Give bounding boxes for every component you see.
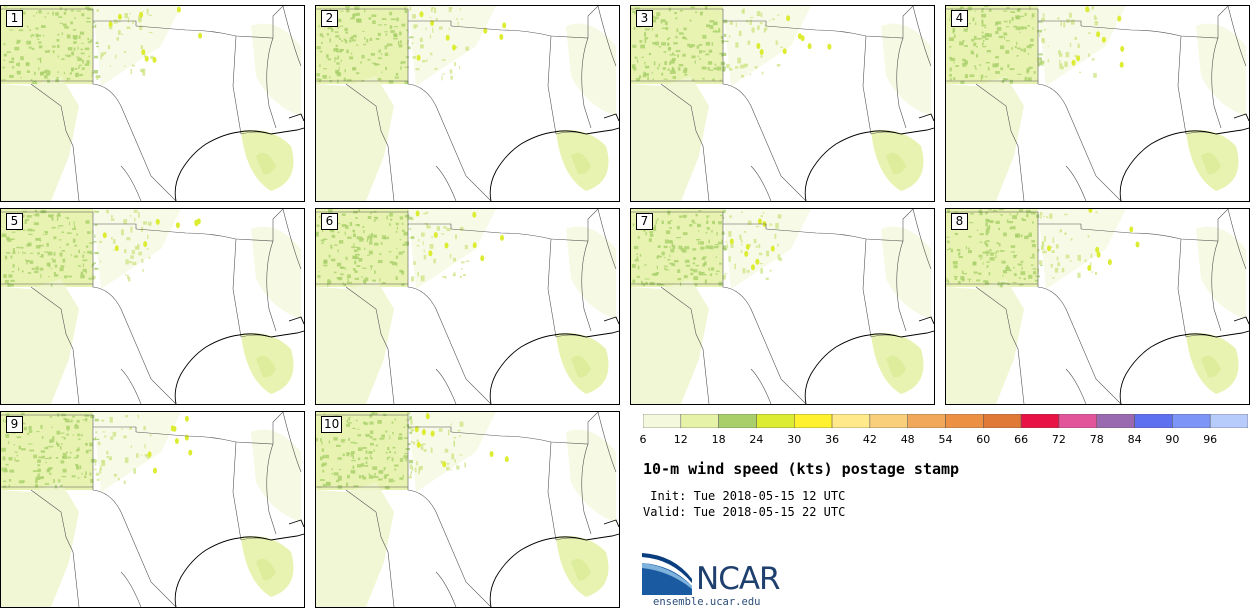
colorbar-swatch: [756, 414, 795, 428]
ensemble-member-panel[interactable]: 3: [630, 5, 935, 202]
colorbar-swatch: [1096, 414, 1135, 428]
valid-value: Tue 2018-05-15 22 UTC: [693, 505, 846, 519]
page-title: 10-m wind speed (kts) postage stamp: [643, 460, 960, 478]
valid-time: Valid: Tue 2018-05-15 22 UTC: [643, 505, 845, 519]
valid-label: Valid:: [643, 505, 687, 519]
ensemble-member-panel[interactable]: 7: [630, 208, 935, 405]
wind-speed-map: [946, 6, 1249, 201]
wind-speed-map: [316, 412, 619, 607]
ensemble-member-panel[interactable]: 1: [0, 5, 305, 202]
ensemble-member-panel[interactable]: 4: [945, 5, 1250, 202]
colorbar-swatch: [1172, 414, 1211, 428]
wind-speed-map: [316, 209, 619, 404]
colorbar-tick-label: 12: [673, 433, 688, 446]
wind-speed-map: [1, 412, 304, 607]
ncar-url[interactable]: ensemble.ucar.edu: [653, 596, 761, 608]
colorbar-tick-label: 90: [1165, 433, 1180, 446]
wind-speed-map: [1, 209, 304, 404]
colorbar-swatch: [1020, 414, 1060, 428]
member-number-label: 9: [6, 416, 23, 433]
colorbar-swatch: [869, 414, 908, 428]
member-number-label: 1: [6, 10, 23, 27]
colorbar-swatch: [831, 414, 871, 428]
member-number-label: 7: [636, 213, 653, 230]
wind-speed-map: [316, 6, 619, 201]
colorbar-swatch: [643, 414, 682, 428]
colorbar-tick-label: 60: [976, 433, 991, 446]
colorbar-swatch: [680, 414, 719, 428]
init-label: Init:: [643, 489, 687, 503]
wind-speed-map: [631, 209, 934, 404]
ensemble-member-panel[interactable]: 9: [0, 411, 305, 608]
colorbar-swatch: [907, 414, 946, 428]
colorbar-tick-label: 18: [711, 433, 726, 446]
member-number-label: 8: [951, 213, 968, 230]
colorbar-tick-label: 84: [1127, 433, 1142, 446]
colorbar-swatch: [1209, 414, 1248, 428]
wind-speed-map: [1, 6, 304, 201]
colorbar-tick-label: 66: [1014, 433, 1029, 446]
ncar-logo: NCAR ensemble.ucar.edu: [642, 553, 802, 608]
colorbar-tick-label: 54: [938, 433, 953, 446]
colorbar-tick-label: 6: [639, 433, 647, 446]
colorbar-tick-label: 24: [749, 433, 764, 446]
colorbar-tick-label: 78: [1089, 433, 1104, 446]
ensemble-member-panel[interactable]: 2: [315, 5, 620, 202]
colorbar-tick-label: 42: [862, 433, 877, 446]
ensemble-member-panel[interactable]: 8: [945, 208, 1250, 405]
colorbar-swatch: [794, 414, 833, 428]
member-number-label: 5: [6, 213, 23, 230]
colorbar-swatch: [1134, 414, 1173, 428]
colorbar-swatch: [1058, 414, 1098, 428]
wind-speed-map: [631, 6, 934, 201]
init-value: Tue 2018-05-15 12 UTC: [693, 489, 846, 503]
colorbar: [643, 414, 1248, 428]
ensemble-member-panel[interactable]: 10: [315, 411, 620, 608]
member-number-label: 4: [951, 10, 968, 27]
colorbar-tick-label: 48: [900, 433, 915, 446]
ncar-wordmark: NCAR: [696, 561, 781, 597]
colorbar-swatch: [718, 414, 757, 428]
init-time: Init: Tue 2018-05-15 12 UTC: [643, 489, 845, 503]
colorbar-tick-label: 30: [787, 433, 802, 446]
colorbar-tick-label: 72: [1051, 433, 1066, 446]
member-number-label: 3: [636, 10, 653, 27]
ensemble-member-panel[interactable]: 5: [0, 208, 305, 405]
ensemble-member-panel[interactable]: 6: [315, 208, 620, 405]
member-number-label: 6: [321, 213, 338, 230]
colorbar-swatch: [945, 414, 984, 428]
member-number-label: 10: [321, 416, 343, 433]
ncar-swoosh-icon: [642, 553, 692, 595]
wind-speed-map: [946, 209, 1249, 404]
colorbar-swatch: [983, 414, 1022, 428]
member-number-label: 2: [321, 10, 338, 27]
colorbar-tick-label: 36: [825, 433, 840, 446]
colorbar-tick-label: 96: [1203, 433, 1218, 446]
